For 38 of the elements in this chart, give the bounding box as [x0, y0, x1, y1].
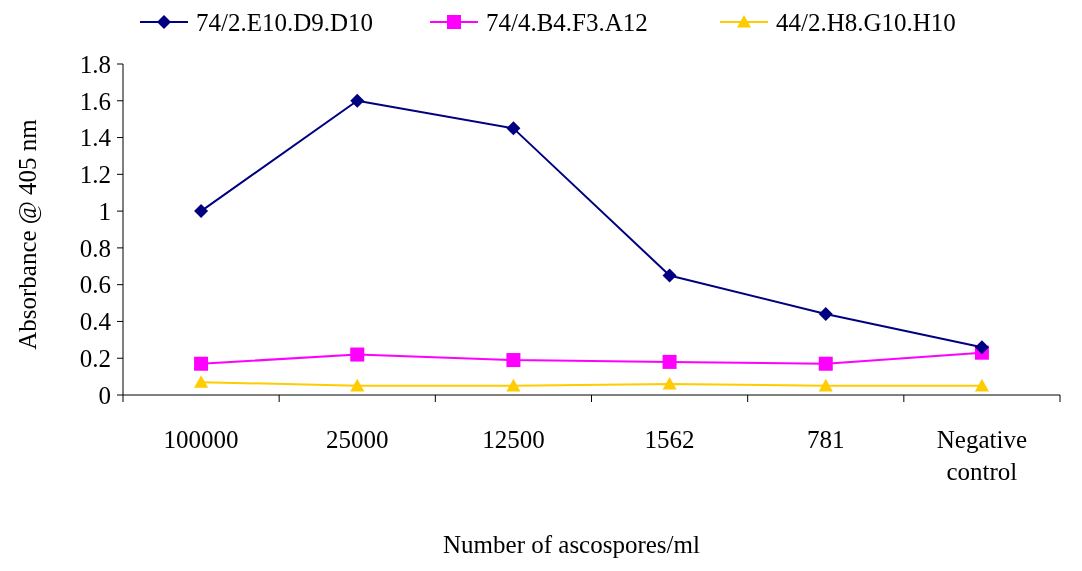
point: [818, 307, 833, 322]
y-tick-label: 1: [98, 197, 111, 225]
point: [194, 204, 209, 219]
x-axis-title: Number of ascospores/ml: [443, 531, 700, 558]
y-tick-label: 0.6: [79, 271, 111, 299]
y-tick-label: 0: [98, 381, 111, 409]
x-tick-label: 781: [807, 426, 845, 453]
point: [506, 378, 521, 392]
point: [662, 268, 677, 283]
point: [506, 353, 521, 368]
point: [194, 375, 209, 388]
y-tick-label: 1.8: [79, 50, 111, 78]
point: [506, 121, 521, 136]
point: [818, 356, 833, 371]
y-tick-label: 0.4: [79, 308, 112, 336]
x-tick-label: Negative control: [936, 426, 1028, 485]
point: [350, 347, 365, 362]
x-tick-label: 1562: [644, 426, 695, 453]
point: [350, 378, 365, 392]
y-tick-label: 1.6: [79, 87, 111, 115]
point: [662, 376, 677, 390]
legend-label: 74/2.E10.D9.D10: [196, 8, 374, 36]
point: [662, 354, 677, 369]
y-tick-label: 1.4: [79, 124, 112, 152]
point: [818, 378, 833, 392]
x-tick-label: 12500: [482, 426, 545, 453]
point: [974, 340, 989, 355]
point: [350, 93, 365, 108]
legend-label: 74/4.B4.F3.A12: [486, 8, 648, 36]
legend-label: 44/2.H8.G10.H10: [776, 8, 956, 36]
point: [194, 356, 209, 371]
y-tick-label: 0.2: [79, 344, 111, 372]
x-tick-label: 25000: [326, 426, 389, 453]
x-tick-label: 100000: [163, 426, 239, 453]
y-axis-title: Absorbance @ 405 nm: [14, 118, 42, 350]
y-tick-label: 1.2: [79, 161, 111, 189]
y-tick-label: 0.8: [79, 234, 111, 262]
point: [974, 378, 989, 392]
